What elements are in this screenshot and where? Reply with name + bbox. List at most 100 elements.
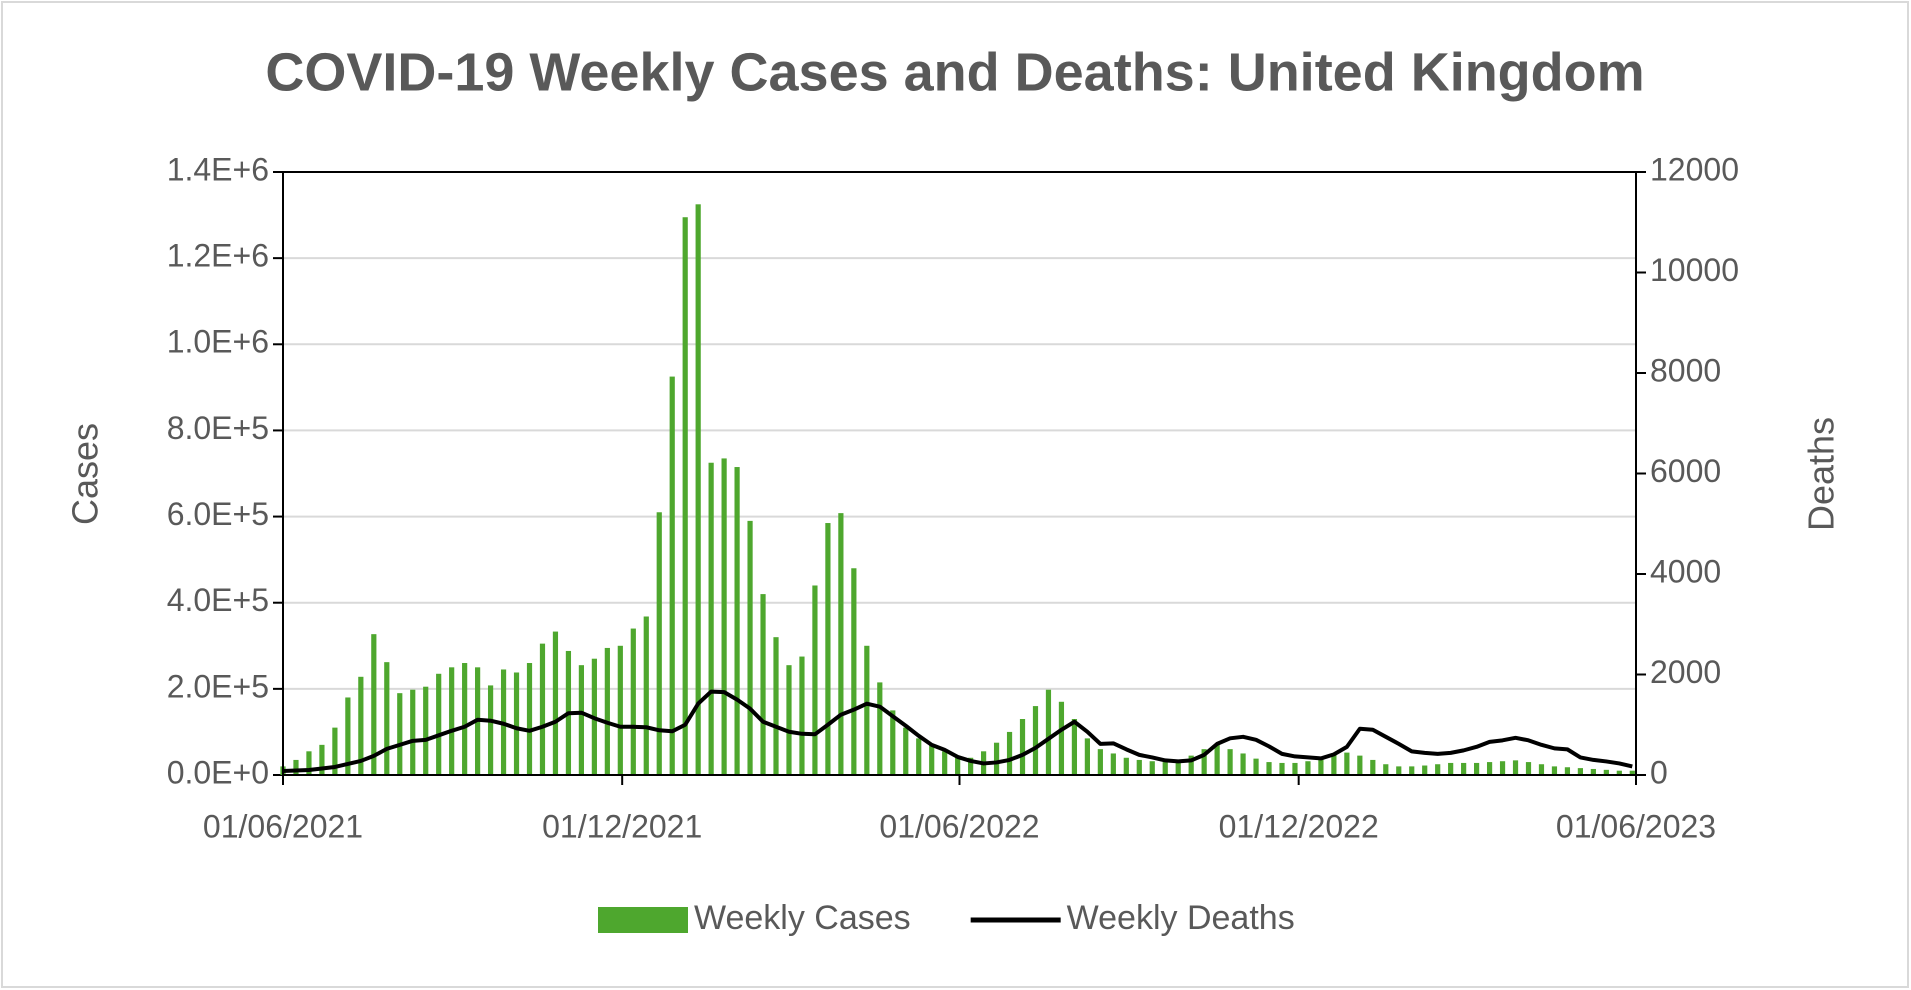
bar <box>1435 764 1441 775</box>
bar <box>1279 762 1285 775</box>
bar <box>1175 759 1181 775</box>
bar <box>449 667 455 775</box>
bar <box>708 462 714 775</box>
bar <box>903 727 909 775</box>
bar <box>371 634 377 775</box>
bar <box>1071 719 1078 775</box>
y-tick-label: 6.0E+5 <box>167 496 269 532</box>
y-tick-label: 4.0E+5 <box>167 582 269 618</box>
y2-tick-label: 10000 <box>1650 252 1739 288</box>
bar <box>760 594 766 775</box>
bar <box>436 673 442 775</box>
bar <box>539 643 546 775</box>
bar <box>747 520 753 775</box>
bar <box>332 727 338 775</box>
bar <box>812 585 818 775</box>
y2-tick-label: 0 <box>1650 754 1668 790</box>
bar <box>1461 762 1467 775</box>
bar <box>669 376 675 775</box>
legend-label: Weekly Cases <box>694 899 911 937</box>
bar <box>890 710 896 775</box>
bar <box>604 647 610 775</box>
bar <box>877 682 883 775</box>
y2-tick-label: 2000 <box>1650 654 1721 690</box>
bar <box>1590 768 1596 775</box>
bar <box>630 628 636 775</box>
bar <box>578 665 585 775</box>
bar <box>799 656 805 775</box>
y2-tick-label: 4000 <box>1650 553 1721 589</box>
bar <box>993 742 1000 775</box>
bar <box>1603 769 1609 775</box>
bar <box>1448 762 1454 775</box>
bar <box>410 689 416 775</box>
bar <box>656 512 662 775</box>
bar <box>1032 706 1039 775</box>
bar <box>1629 770 1635 775</box>
y2-tick-label: 12000 <box>1650 151 1739 187</box>
bar <box>293 759 299 775</box>
bar <box>1538 764 1545 775</box>
bar <box>1357 755 1363 775</box>
bar <box>1577 768 1583 775</box>
x-tick-label: 01/12/2021 <box>542 808 702 844</box>
y-tick-label: 2.0E+5 <box>167 668 269 704</box>
bar <box>358 676 364 775</box>
bar <box>1422 765 1428 775</box>
plot-frame <box>282 171 1637 776</box>
bar <box>968 757 974 775</box>
bar <box>786 665 792 775</box>
bar <box>1084 738 1090 775</box>
x-tick-label: 01/06/2021 <box>203 808 363 844</box>
bar <box>462 663 468 775</box>
bar <box>1097 749 1103 775</box>
bar <box>1006 731 1013 775</box>
bar <box>1564 767 1571 775</box>
bar <box>1136 759 1142 775</box>
bar <box>1383 764 1389 775</box>
bar <box>1188 755 1194 775</box>
legend-swatch <box>598 907 688 933</box>
bar <box>1486 762 1493 775</box>
bar <box>1201 749 1207 775</box>
bar <box>1512 760 1519 775</box>
bar <box>1525 762 1532 775</box>
bar <box>1344 752 1350 775</box>
bar <box>306 751 312 775</box>
y-tick-label: 1.4E+6 <box>167 151 269 187</box>
bar <box>526 663 533 775</box>
bar <box>1149 761 1155 775</box>
x-tick-label: 01/06/2022 <box>879 808 1039 844</box>
bar <box>1110 753 1116 775</box>
bar <box>1409 766 1415 775</box>
bar <box>1045 689 1052 775</box>
bar <box>838 513 844 775</box>
bar <box>1474 762 1480 775</box>
bar <box>1227 749 1233 775</box>
bar <box>1370 759 1376 775</box>
y-tick-label: 1.0E+6 <box>167 324 269 360</box>
bar <box>513 672 520 775</box>
bar <box>1214 744 1220 775</box>
y-tick-label: 8.0E+5 <box>167 410 269 446</box>
bar <box>487 685 494 775</box>
bar <box>1019 719 1026 775</box>
y2-tick-label: 8000 <box>1650 352 1721 388</box>
y2-tick-label: 6000 <box>1650 453 1721 489</box>
y2-axis-label: Deaths <box>1801 417 1842 531</box>
bar <box>423 686 429 775</box>
legend-label: Weekly Deaths <box>1067 899 1295 937</box>
x-tick-label: 01/06/2023 <box>1556 808 1716 844</box>
bar <box>1240 753 1246 775</box>
bar <box>1162 762 1168 775</box>
y-tick-label: 1.2E+6 <box>167 238 269 274</box>
x-tick-label: 01/12/2022 <box>1219 808 1379 844</box>
bar <box>552 631 559 775</box>
bar <box>1616 770 1622 775</box>
y-tick-label: 0.0E+0 <box>167 754 269 790</box>
y-axis-label: Cases <box>65 423 106 525</box>
bar <box>825 523 831 775</box>
